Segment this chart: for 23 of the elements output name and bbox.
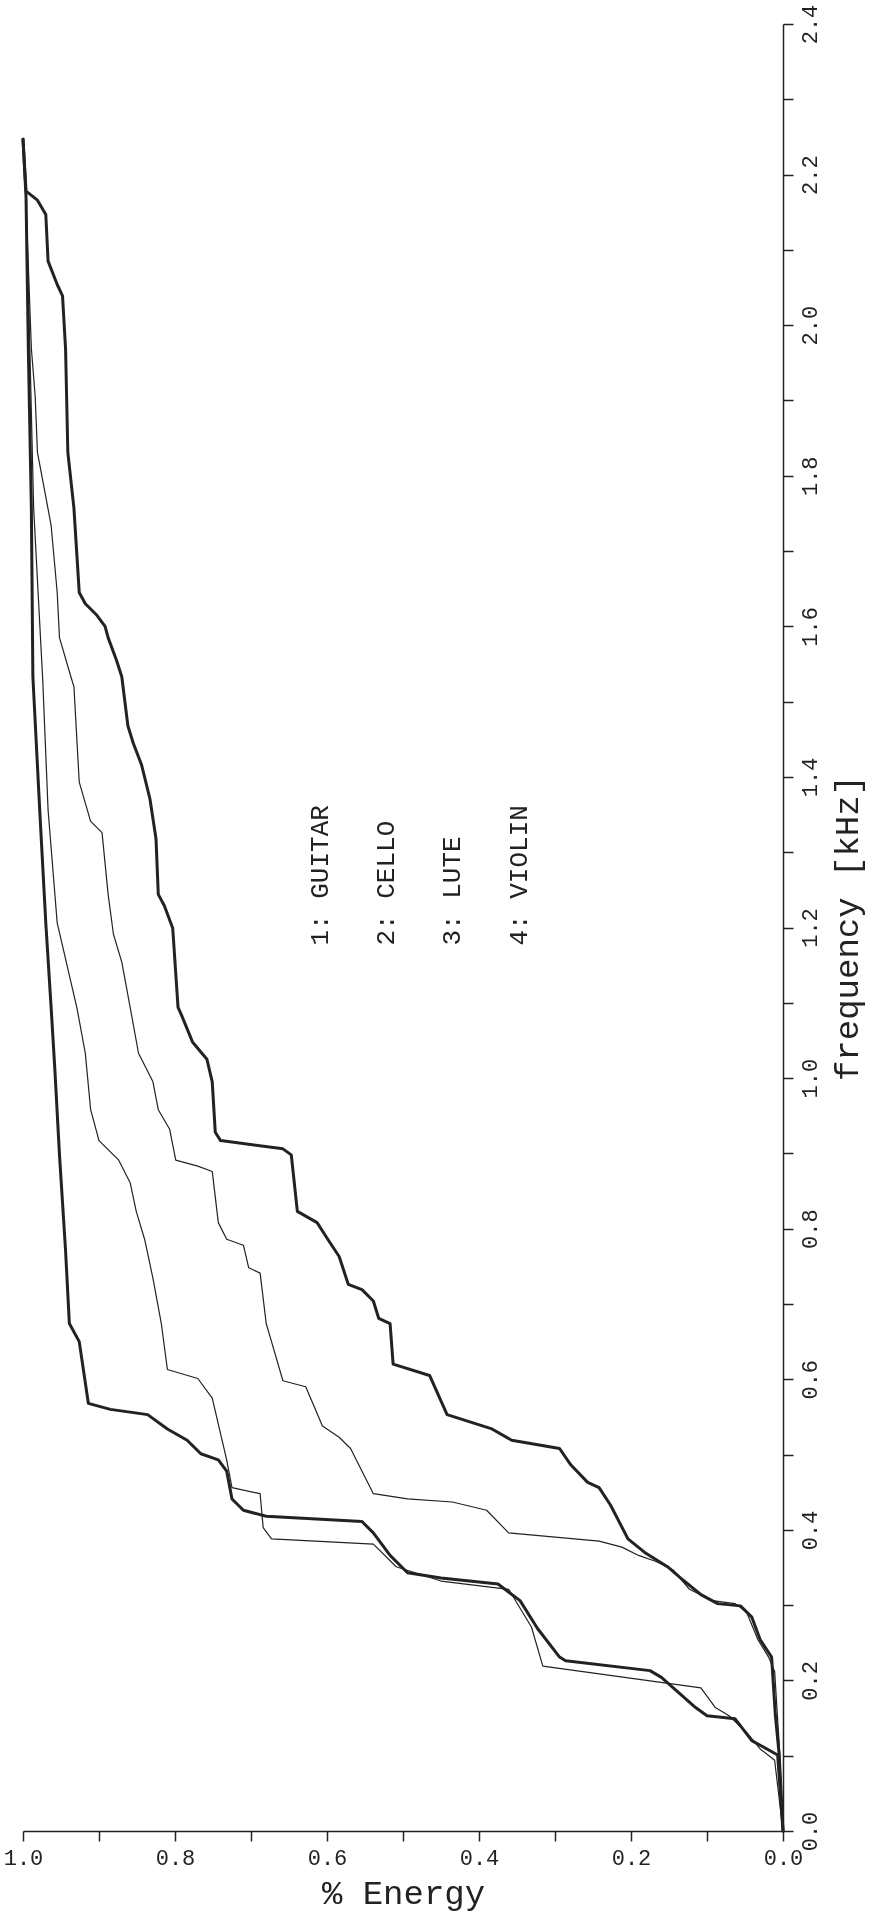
- y-tick-label: 1.2: [798, 908, 824, 948]
- annotation: 4: VIOLIN: [504, 805, 535, 946]
- annotation: 2: CELLO: [372, 820, 403, 946]
- y-tick-label: 0.4: [798, 1510, 824, 1551]
- x-axis-title: % Energy: [321, 1875, 486, 1914]
- x-tick-label: 0.8: [155, 1846, 196, 1872]
- annotation: 3: LUTE: [438, 836, 469, 946]
- y-tick-label: 1.6: [798, 607, 824, 647]
- x-tick-label: 0.4: [459, 1846, 500, 1872]
- y-tick-label: 2.0: [798, 305, 824, 346]
- x-tick-label: 0.6: [307, 1846, 348, 1872]
- y-tick-label: 2.4: [798, 4, 824, 45]
- y-tick-label: 1.0: [798, 1058, 824, 1099]
- y-tick-label: 0.2: [798, 1661, 824, 1701]
- x-tick-label: 1.0: [3, 1846, 44, 1872]
- y-axis-title: frequency [kHz]: [829, 774, 868, 1082]
- y-tick-label: 0.8: [798, 1209, 824, 1249]
- y-tick-label: 0.6: [798, 1359, 824, 1400]
- annotation: 1: GUITAR: [306, 805, 337, 946]
- x-tick-label: 0.2: [611, 1846, 652, 1872]
- y-tick-label: 2.2: [798, 155, 824, 195]
- y-tick-label: 1.4: [798, 757, 824, 798]
- y-tick-label: 1.8: [798, 456, 824, 497]
